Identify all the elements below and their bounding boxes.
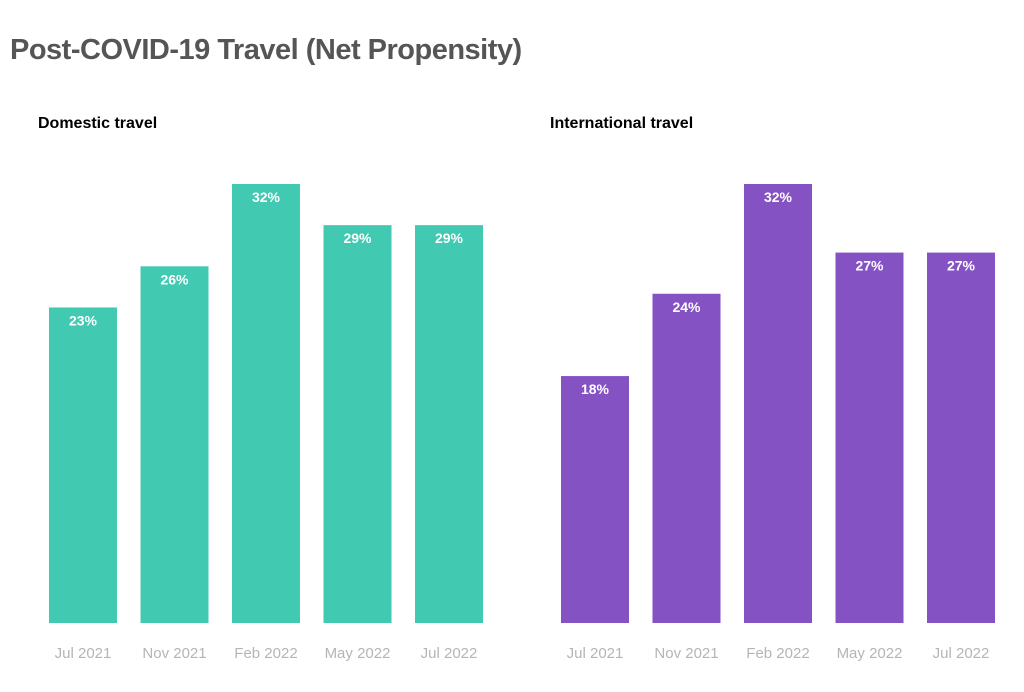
international-chart-plot: 18% Jul 2021 24% Nov 2021 32% Feb 2022 27% May …: [561, 184, 995, 662]
domestic-bar-2: [140, 266, 209, 623]
domestic-data-label-5: 29%: [435, 230, 464, 246]
international-x-tick-label-3: Feb 2022: [746, 645, 809, 662]
international-data-label-3: 32%: [764, 189, 793, 205]
domestic-travel-chart: Domestic travel 23% Jul 2021 26% Nov 2021 32…: [36, 105, 516, 685]
international-bar-4: [835, 252, 904, 623]
international-x-tick-label-2: Nov 2021: [654, 645, 718, 662]
domestic-chart-plot: 23% Jul 2021 26% Nov 2021 32% Feb 2022 29% May …: [49, 184, 483, 662]
international-data-label-5: 27%: [947, 258, 976, 274]
domestic-x-tick-label-4: May 2022: [325, 645, 391, 662]
international-bar-1: [561, 376, 629, 623]
domestic-x-tick-label-3: Feb 2022: [234, 645, 297, 662]
domestic-data-label-1: 23%: [69, 312, 98, 328]
international-x-tick-label-1: Jul 2021: [567, 645, 624, 662]
international-data-label-1: 18%: [581, 381, 610, 397]
domestic-data-label-2: 26%: [160, 271, 189, 287]
page-title: Post-COVID-19 Travel (Net Propensity): [10, 34, 522, 66]
domestic-x-tick-label-1: Jul 2021: [55, 645, 112, 662]
domestic-bar-4: [323, 225, 392, 623]
international-data-label-2: 24%: [672, 299, 701, 315]
international-bar-2: [652, 293, 721, 623]
international-bar-5: [927, 252, 995, 623]
international-x-tick-label-4: May 2022: [837, 645, 903, 662]
domestic-data-label-4: 29%: [343, 230, 372, 246]
domestic-bar-5: [415, 225, 483, 623]
domestic-x-tick-label-5: Jul 2022: [421, 645, 478, 662]
international-bar-3: [744, 184, 812, 623]
domestic-x-tick-label-2: Nov 2021: [142, 645, 206, 662]
domestic-bar-1: [49, 307, 117, 623]
international-chart-title: International travel: [550, 115, 694, 132]
international-data-label-4: 27%: [855, 258, 884, 274]
domestic-chart-title: Domestic travel: [38, 115, 158, 132]
international-x-tick-label-5: Jul 2022: [933, 645, 990, 662]
domestic-bar-3: [232, 184, 300, 623]
domestic-data-label-3: 32%: [252, 189, 281, 205]
international-travel-chart: International travel 18% Jul 2021 24% Nov 2…: [548, 105, 1024, 685]
